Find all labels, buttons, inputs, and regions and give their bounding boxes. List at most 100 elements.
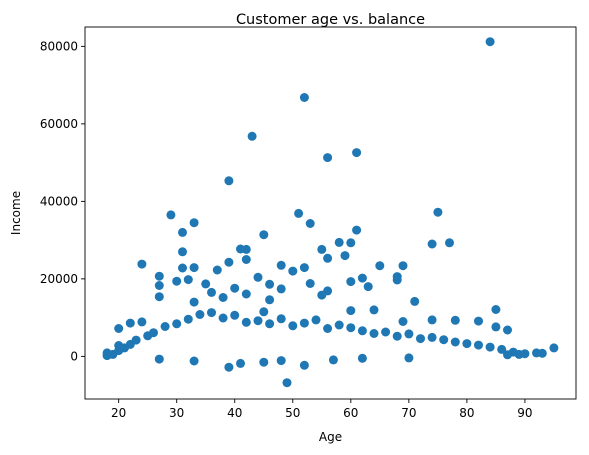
- data-point: [462, 339, 472, 349]
- data-point: [241, 244, 251, 254]
- data-point: [201, 279, 211, 289]
- data-point: [195, 310, 205, 319]
- data-point: [485, 37, 495, 47]
- data-point: [137, 317, 147, 327]
- data-point: [241, 255, 251, 264]
- data-point: [212, 265, 222, 275]
- data-point: [450, 315, 460, 325]
- data-point: [183, 314, 193, 324]
- data-point: [398, 261, 408, 271]
- data-point: [474, 316, 483, 326]
- data-point: [346, 238, 356, 248]
- data-point: [265, 319, 275, 329]
- x-tick-label: 60: [343, 406, 358, 420]
- y-tick-label: 40000: [40, 194, 78, 208]
- data-point: [247, 131, 257, 141]
- data-point: [334, 237, 344, 247]
- data-point: [357, 353, 367, 363]
- data-point: [253, 272, 263, 282]
- data-point: [276, 356, 286, 366]
- data-point: [427, 315, 437, 325]
- data-point: [305, 219, 315, 228]
- data-point: [369, 305, 379, 315]
- data-point: [299, 93, 309, 102]
- data-point: [178, 263, 187, 273]
- data-point: [404, 353, 414, 363]
- data-point: [294, 208, 304, 218]
- data-point: [450, 337, 460, 347]
- data-point: [485, 342, 495, 352]
- data-point: [323, 253, 333, 263]
- data-point: [427, 332, 437, 342]
- data-point: [189, 356, 199, 366]
- data-point: [154, 354, 164, 364]
- x-tick-label: 40: [227, 406, 242, 420]
- data-point: [259, 307, 269, 317]
- data-point: [288, 266, 298, 276]
- data-point: [154, 292, 164, 302]
- data-point: [416, 334, 425, 344]
- data-point: [323, 153, 333, 163]
- data-point: [265, 279, 275, 289]
- x-tick-label: 30: [169, 406, 184, 420]
- data-point: [491, 305, 501, 314]
- x-axis-ticks: 20 30 40 50 60 70 80 90: [111, 399, 533, 420]
- data-point: [427, 239, 437, 249]
- y-axis-ticks: 0 20000 40000 60000 80000: [40, 39, 85, 363]
- data-point: [137, 259, 147, 269]
- data-point: [224, 176, 234, 186]
- data-point: [189, 218, 199, 228]
- data-point: [125, 318, 135, 328]
- data-point: [363, 282, 373, 292]
- data-point: [404, 329, 414, 339]
- data-point: [497, 344, 507, 354]
- data-point: [357, 326, 367, 336]
- y-tick-label: 20000: [40, 272, 78, 286]
- data-point: [230, 283, 240, 293]
- data-point: [259, 230, 269, 240]
- data-point: [114, 324, 124, 333]
- y-tick-label: 80000: [40, 39, 78, 53]
- data-point: [439, 335, 449, 345]
- data-point: [346, 306, 356, 316]
- y-axis-label: Income: [9, 191, 23, 235]
- data-point: [474, 340, 483, 350]
- data-point: [172, 319, 182, 329]
- data-point: [224, 362, 234, 372]
- data-point: [317, 290, 327, 300]
- data-point: [178, 247, 187, 257]
- data-point: [154, 281, 164, 290]
- data-point: [392, 331, 402, 341]
- data-point: [259, 357, 269, 367]
- data-point: [352, 225, 362, 235]
- x-tick-label: 70: [401, 406, 416, 420]
- data-points: [102, 37, 559, 388]
- data-point: [282, 378, 292, 388]
- data-point: [317, 244, 327, 254]
- data-point: [230, 310, 240, 320]
- data-point: [433, 207, 443, 217]
- data-point: [398, 317, 408, 326]
- data-point: [288, 321, 298, 331]
- data-point: [178, 227, 187, 237]
- data-point: [218, 313, 228, 323]
- data-point: [410, 296, 420, 306]
- data-point: [346, 323, 356, 333]
- data-point: [340, 251, 350, 261]
- data-point: [369, 329, 379, 338]
- data-point: [241, 317, 251, 327]
- data-point: [224, 257, 234, 267]
- data-point: [352, 148, 362, 158]
- data-point: [346, 277, 356, 287]
- x-tick-label: 20: [111, 406, 126, 420]
- chart-title: Customer age vs. balance: [236, 12, 425, 28]
- data-point: [149, 328, 158, 338]
- data-point: [299, 360, 309, 370]
- data-point: [299, 263, 309, 273]
- data-point: [253, 316, 263, 326]
- x-axis-label: Age: [319, 430, 342, 444]
- data-point: [241, 289, 251, 299]
- data-point: [445, 238, 454, 248]
- data-point: [299, 318, 309, 328]
